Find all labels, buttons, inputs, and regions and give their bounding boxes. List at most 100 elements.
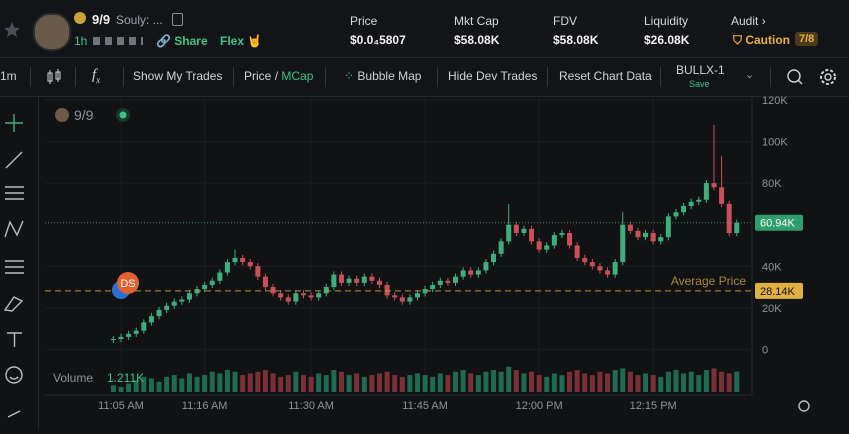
- volume-bar: [376, 373, 382, 392]
- audit-label[interactable]: Audit ›: [731, 14, 766, 28]
- candle-body: [513, 224, 519, 233]
- flex-button[interactable]: Flex 🤘: [220, 34, 263, 48]
- candle-body: [247, 262, 253, 267]
- volume-bar: [665, 371, 671, 392]
- candle-body: [551, 235, 557, 246]
- y-tick-label: 100K: [762, 137, 788, 149]
- candle-body: [217, 272, 223, 281]
- candle-type-icon[interactable]: [45, 68, 63, 86]
- separator: [123, 67, 124, 87]
- legend-dot: [119, 111, 127, 119]
- audit-status[interactable]: ⛉ Caution: [733, 33, 791, 47]
- volume-bar: [422, 375, 428, 392]
- volume-bar: [346, 375, 352, 392]
- volume-bar: [262, 370, 268, 392]
- trade-marker: [117, 272, 139, 294]
- copy-icon[interactable]: [172, 13, 183, 26]
- candle-body: [703, 183, 709, 200]
- volume-bar: [589, 375, 595, 392]
- candle-body: [521, 228, 527, 233]
- token-symbol: 9/9: [92, 12, 111, 27]
- volume-bar: [202, 375, 208, 392]
- volume-bar: [285, 375, 291, 392]
- candle-body: [620, 224, 626, 263]
- price-mcap-toggle[interactable]: Price / MCap: [244, 69, 313, 83]
- volume-bar: [338, 371, 344, 392]
- text-tool[interactable]: [7, 332, 22, 347]
- pattern-tool[interactable]: [4, 220, 24, 238]
- settings-icon[interactable]: [818, 67, 838, 87]
- candle-body: [346, 278, 352, 283]
- social-icons[interactable]: [93, 37, 143, 45]
- volume-bar: [627, 371, 633, 392]
- candle-body: [384, 284, 390, 296]
- slash: /: [274, 69, 279, 83]
- volume-bar: [278, 376, 284, 392]
- volume-bar: [445, 375, 451, 392]
- stat-label: Mkt Cap: [454, 14, 499, 28]
- volume-bar: [658, 376, 664, 392]
- candle-body: [688, 201, 694, 206]
- volume-bar: [247, 373, 253, 392]
- candle-body: [392, 295, 398, 298]
- share-button[interactable]: 🔗 Share: [156, 34, 208, 48]
- candle-body: [589, 262, 595, 267]
- volume-bar: [126, 383, 132, 392]
- bubble-map[interactable]: ⁘ Bubble Map: [344, 69, 422, 83]
- hide-dev-trades[interactable]: Hide Dev Trades: [448, 69, 538, 83]
- reset-chart[interactable]: Reset Chart Data: [559, 69, 652, 83]
- favorite-icon[interactable]: [2, 20, 22, 40]
- candle-body: [376, 280, 382, 285]
- volume-bar: [475, 375, 481, 392]
- ruler-tool[interactable]: [7, 410, 21, 418]
- layout-save[interactable]: Save: [689, 79, 710, 89]
- volume-bar: [399, 376, 405, 392]
- volume-bar: [468, 373, 474, 392]
- volume-bar: [300, 375, 306, 392]
- show-my-trades[interactable]: Show My Trades: [133, 69, 223, 83]
- candle-body: [415, 293, 421, 298]
- audit-score: 7/8: [795, 32, 819, 46]
- volume-bar: [620, 368, 626, 392]
- volume-bar: [688, 371, 694, 392]
- candle-body: [186, 293, 192, 300]
- layout-name[interactable]: BULLX-1: [676, 63, 725, 77]
- layout-menu[interactable]: ⌄: [745, 69, 755, 81]
- candle-body: [179, 299, 185, 302]
- candle-body: [711, 183, 717, 188]
- candle-body: [726, 203, 732, 233]
- candle-body: [567, 233, 573, 246]
- candle-body: [232, 257, 238, 263]
- interval[interactable]: 1m: [0, 69, 17, 83]
- candle-body: [483, 262, 489, 271]
- legend-symbol: 9/9: [74, 107, 94, 123]
- crosshair-tool[interactable]: [5, 114, 23, 132]
- fib-tool[interactable]: [5, 186, 24, 200]
- indicators-icon[interactable]: fx: [92, 67, 101, 85]
- audit-status-text: Caution: [745, 33, 791, 47]
- chart-settings-icon: [798, 400, 810, 412]
- candle-body: [126, 333, 132, 337]
- volume-bar: [141, 376, 147, 392]
- candle-body: [430, 284, 436, 290]
- x-tick-label: 12:00 PM: [516, 400, 563, 412]
- brush-tool[interactable]: [3, 296, 24, 312]
- token-avatar: [33, 13, 71, 51]
- candle-body: [171, 301, 177, 306]
- stat-value: $26.08K: [644, 33, 690, 47]
- volume-bar: [544, 376, 550, 392]
- volume-bar: [354, 373, 360, 392]
- emoji-tool[interactable]: [5, 366, 23, 384]
- candle-body: [491, 253, 497, 263]
- screenshot-icon[interactable]: [785, 67, 805, 87]
- measure-tool[interactable]: [5, 260, 24, 274]
- volume-bar: [483, 371, 489, 392]
- candle-body: [262, 276, 268, 288]
- x-tick-label: 11:05 AM: [98, 400, 144, 412]
- volume-bar: [186, 373, 192, 392]
- candle-body: [597, 266, 603, 271]
- candle-body: [460, 270, 466, 277]
- trendline-tool[interactable]: [5, 151, 23, 169]
- separator: [233, 67, 234, 87]
- volume-bar: [711, 368, 717, 392]
